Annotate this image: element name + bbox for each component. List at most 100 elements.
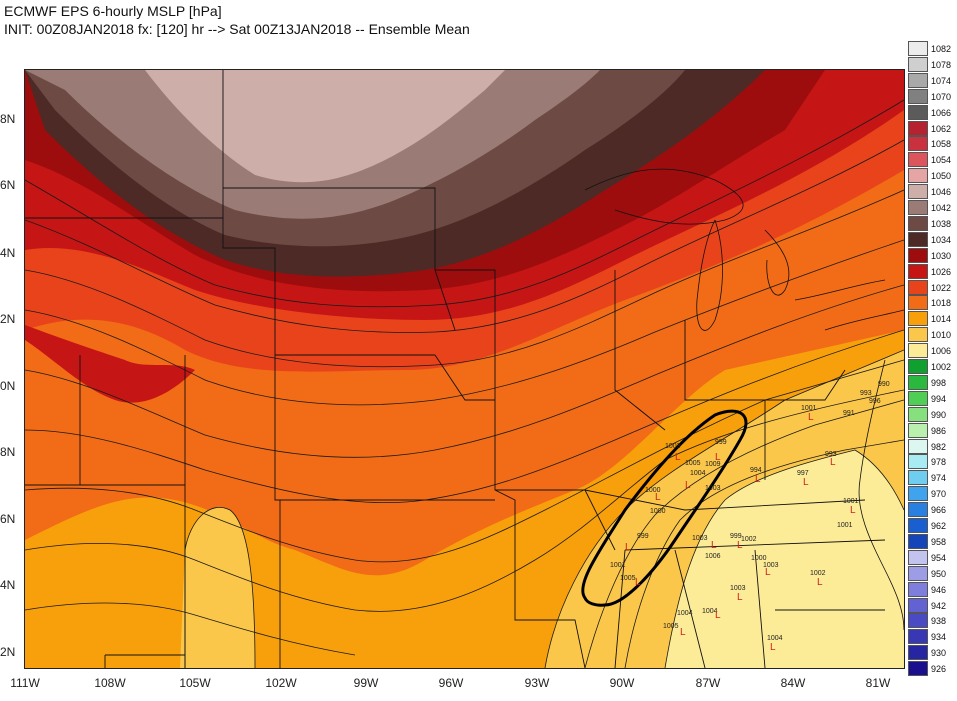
label-999c: 999 (730, 533, 742, 540)
lon-label: 87W (695, 676, 721, 690)
legend-swatch (908, 343, 928, 359)
label-1006: 1006 (705, 553, 721, 560)
legend-swatch (908, 263, 928, 279)
highlight-ellipse (581, 409, 748, 607)
label-1003c: 1003 (692, 535, 708, 542)
legend-swatch (908, 88, 928, 104)
legend-label: 934 (931, 632, 947, 643)
legend-label: 1018 (931, 298, 952, 309)
label-1001b: 1001 (801, 405, 817, 412)
legend-swatch (908, 168, 928, 184)
low-marker: L (680, 627, 686, 638)
legend-label: 1074 (931, 75, 952, 86)
legend-swatch (908, 454, 928, 470)
low-marker: L (715, 610, 721, 621)
label-1004c: 1004 (702, 608, 718, 615)
legend-label: 1062 (931, 123, 952, 134)
lon-label: 90W (609, 676, 635, 690)
low-marker: L (685, 480, 691, 491)
label-1000b: 1000 (650, 508, 666, 515)
label-1000: 1000 (645, 487, 661, 494)
legend-label: 946 (931, 584, 947, 595)
low-marker: L (755, 474, 761, 485)
legend-swatch (908, 629, 928, 645)
lat-label: 2N (0, 312, 16, 326)
pressure-legend: 1082 1078 1074 1070 1066 1062 1058 1054 1050 1046… (908, 41, 955, 688)
legend-label: 962 (931, 521, 947, 531)
low-marker: L (737, 540, 743, 551)
legend-swatch (908, 661, 928, 677)
lat-label: 4N (0, 578, 16, 592)
legend-swatch (908, 200, 928, 215)
low-marker: L (850, 505, 856, 516)
legend-swatch (908, 56, 928, 72)
legend-label: 974 (931, 473, 947, 484)
map-title: ECMWF EPS 6-hourly MSLP [hPa] (4, 3, 222, 19)
legend-swatch (908, 136, 928, 152)
legend-swatch (908, 390, 928, 406)
label-1005: 1005 (685, 460, 701, 467)
legend-label: 1082 (931, 44, 952, 54)
label-1009: 1009 (705, 461, 721, 468)
legend-label: 1002 (931, 362, 952, 372)
legend-label: 1070 (931, 91, 952, 102)
legend-swatch (908, 438, 928, 454)
legend-swatch (908, 72, 928, 88)
lon-label: 93W (524, 676, 550, 690)
legend-swatch (908, 406, 928, 422)
legend-label: 930 (931, 648, 947, 659)
label-1002: 1002 (741, 536, 757, 543)
low-marker: L (715, 452, 721, 463)
legend-label: 942 (931, 600, 947, 611)
legend-swatch (908, 581, 928, 597)
lat-label: 6N (0, 512, 16, 526)
label-1000c: 1000 (751, 555, 767, 562)
legend-label: 1038 (931, 218, 952, 229)
legend-swatch (908, 565, 928, 581)
low-marker: L (737, 592, 743, 603)
label-993b: 993 (825, 451, 837, 458)
low-marker: L (625, 542, 631, 553)
legend-swatch (908, 215, 928, 231)
legend-label: 1046 (931, 187, 952, 198)
lat-label: 0N (0, 379, 16, 393)
label-1001d: 1001 (837, 522, 853, 529)
legend-swatch (908, 613, 928, 629)
legend-swatch (908, 279, 928, 295)
pressure-labels: 1003 999 1005 1004 1009 1003 1000 1000 9… (610, 381, 890, 642)
label-1004b: 1004 (677, 610, 693, 617)
legend-swatch (908, 104, 928, 120)
legend-swatch (908, 359, 928, 374)
low-marker: L (817, 577, 823, 588)
low-marker: L (830, 457, 836, 468)
legend-swatch (908, 422, 928, 438)
state-borders (25, 70, 886, 668)
label-991: 991 (843, 410, 855, 417)
label-1003e: 1003 (730, 585, 746, 592)
legend-label: 926 (931, 664, 947, 675)
legend-label: 1054 (931, 155, 952, 166)
pressure-map: 1003 999 1005 1004 1009 1003 1000 1000 9… (24, 69, 905, 669)
low-marker: L (675, 452, 681, 463)
label-1001: 1001 (610, 562, 626, 569)
low-marker: L (808, 412, 814, 423)
legend-label: 1022 (931, 282, 952, 293)
legend-label: 990 (931, 409, 947, 420)
legend-label: 1058 (931, 139, 952, 150)
legend-swatch (908, 120, 928, 136)
legend-swatch (908, 502, 928, 518)
field-1046 (145, 70, 505, 183)
lon-label: 111W (10, 676, 40, 690)
legend-label: 1010 (931, 330, 952, 341)
legend-swatch (908, 597, 928, 613)
legend-label: 958 (931, 536, 947, 547)
legend-swatch (908, 533, 928, 549)
legend-label: 954 (931, 552, 947, 563)
label-1003b: 1003 (705, 485, 721, 492)
legend-label: 982 (931, 441, 947, 452)
low-marker: L (655, 492, 661, 503)
legend-label: 950 (931, 568, 947, 579)
label-1003: 1003 (665, 443, 681, 450)
label-999b: 999 (637, 533, 649, 540)
legend-swatch (908, 374, 928, 390)
